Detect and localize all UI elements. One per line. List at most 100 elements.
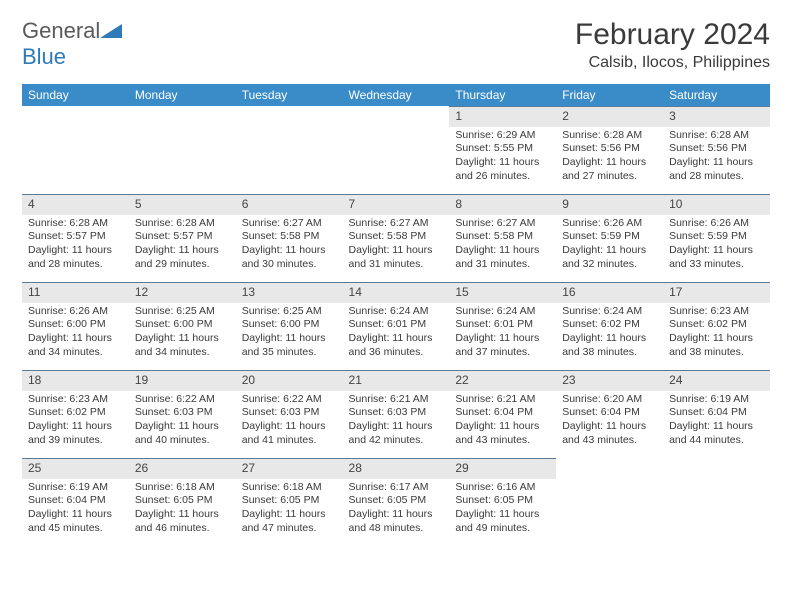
calendar-day-cell: 5Sunrise: 6:28 AMSunset: 5:57 PMDaylight… [129,194,236,282]
detail-line: Sunset: 6:02 PM [28,406,123,420]
detail-line: and 49 minutes. [455,522,550,536]
calendar-day-cell: 20Sunrise: 6:22 AMSunset: 6:03 PMDayligh… [236,370,343,458]
detail-line: Sunrise: 6:26 AM [28,305,123,319]
detail-line: Sunset: 6:05 PM [242,494,337,508]
day-number: 28 [343,458,450,479]
day-details: Sunrise: 6:23 AMSunset: 6:02 PMDaylight:… [22,391,129,452]
calendar-day-cell: 21Sunrise: 6:21 AMSunset: 6:03 PMDayligh… [343,370,450,458]
calendar-day-cell: 4Sunrise: 6:28 AMSunset: 5:57 PMDaylight… [22,194,129,282]
detail-line: Sunset: 5:57 PM [28,230,123,244]
detail-line: Daylight: 11 hours [562,420,657,434]
day-number: 19 [129,370,236,391]
detail-line: Daylight: 11 hours [28,508,123,522]
detail-line: Sunset: 5:58 PM [242,230,337,244]
brand-name-b: Blue [22,44,66,69]
detail-line: Sunset: 6:05 PM [349,494,444,508]
header: GeneralBlue February 2024 Calsib, Ilocos… [22,18,770,72]
calendar-day-cell: 26Sunrise: 6:18 AMSunset: 6:05 PMDayligh… [129,458,236,546]
empty-day [22,106,129,126]
detail-line: Daylight: 11 hours [242,420,337,434]
detail-line: Sunset: 6:03 PM [349,406,444,420]
detail-line: and 44 minutes. [669,434,764,448]
day-number: 2 [556,106,663,127]
detail-line: Sunrise: 6:28 AM [669,129,764,143]
day-details: Sunrise: 6:26 AMSunset: 6:00 PMDaylight:… [22,303,129,364]
calendar-day-cell: 9Sunrise: 6:26 AMSunset: 5:59 PMDaylight… [556,194,663,282]
detail-line: Sunrise: 6:25 AM [242,305,337,319]
calendar-table: SundayMondayTuesdayWednesdayThursdayFrid… [22,84,770,546]
detail-line: Daylight: 11 hours [135,420,230,434]
detail-line: Sunrise: 6:20 AM [562,393,657,407]
detail-line: Daylight: 11 hours [669,244,764,258]
detail-line: Daylight: 11 hours [242,332,337,346]
detail-line: Sunrise: 6:29 AM [455,129,550,143]
day-number: 12 [129,282,236,303]
detail-line: and 35 minutes. [242,346,337,360]
detail-line: and 41 minutes. [242,434,337,448]
detail-line: Sunrise: 6:22 AM [135,393,230,407]
day-details: Sunrise: 6:28 AMSunset: 5:56 PMDaylight:… [663,127,770,188]
calendar-week-row: 4Sunrise: 6:28 AMSunset: 5:57 PMDaylight… [22,194,770,282]
detail-line: Daylight: 11 hours [242,508,337,522]
day-number: 29 [449,458,556,479]
day-details: Sunrise: 6:28 AMSunset: 5:56 PMDaylight:… [556,127,663,188]
detail-line: Sunrise: 6:23 AM [669,305,764,319]
detail-line: Daylight: 11 hours [455,420,550,434]
detail-line: Daylight: 11 hours [349,244,444,258]
day-number: 27 [236,458,343,479]
detail-line: Sunrise: 6:26 AM [562,217,657,231]
detail-line: Daylight: 11 hours [135,244,230,258]
calendar-day-cell: 8Sunrise: 6:27 AMSunset: 5:58 PMDaylight… [449,194,556,282]
day-number: 24 [663,370,770,391]
detail-line: Sunset: 6:00 PM [135,318,230,332]
calendar-day-cell: 18Sunrise: 6:23 AMSunset: 6:02 PMDayligh… [22,370,129,458]
day-number: 7 [343,194,450,215]
detail-line: and 33 minutes. [669,258,764,272]
day-details: Sunrise: 6:26 AMSunset: 5:59 PMDaylight:… [663,215,770,276]
detail-line: Sunset: 6:00 PM [28,318,123,332]
weekday-header: Thursday [449,84,556,106]
detail-line: Sunset: 5:55 PM [455,142,550,156]
day-number: 8 [449,194,556,215]
weekday-header: Monday [129,84,236,106]
day-number: 3 [663,106,770,127]
calendar-day-cell: 1Sunrise: 6:29 AMSunset: 5:55 PMDaylight… [449,106,556,194]
detail-line: Sunrise: 6:19 AM [669,393,764,407]
detail-line: and 45 minutes. [28,522,123,536]
detail-line: Daylight: 11 hours [242,244,337,258]
day-number: 18 [22,370,129,391]
day-details: Sunrise: 6:18 AMSunset: 6:05 PMDaylight:… [236,479,343,540]
detail-line: Daylight: 11 hours [135,332,230,346]
calendar-day-cell: 7Sunrise: 6:27 AMSunset: 5:58 PMDaylight… [343,194,450,282]
detail-line: and 30 minutes. [242,258,337,272]
detail-line: Sunrise: 6:24 AM [455,305,550,319]
month-title: February 2024 [575,18,770,52]
detail-line: Sunrise: 6:21 AM [455,393,550,407]
detail-line: and 29 minutes. [135,258,230,272]
day-number: 16 [556,282,663,303]
day-details: Sunrise: 6:25 AMSunset: 6:00 PMDaylight:… [129,303,236,364]
detail-line: Daylight: 11 hours [349,332,444,346]
calendar-day-cell: 25Sunrise: 6:19 AMSunset: 6:04 PMDayligh… [22,458,129,546]
day-number: 4 [22,194,129,215]
day-number: 10 [663,194,770,215]
detail-line: and 48 minutes. [349,522,444,536]
day-details: Sunrise: 6:26 AMSunset: 5:59 PMDaylight:… [556,215,663,276]
detail-line: Sunrise: 6:24 AM [349,305,444,319]
calendar-day-cell [236,106,343,194]
day-details: Sunrise: 6:29 AMSunset: 5:55 PMDaylight:… [449,127,556,188]
detail-line: Sunrise: 6:24 AM [562,305,657,319]
detail-line: Sunrise: 6:28 AM [562,129,657,143]
detail-line: Daylight: 11 hours [28,420,123,434]
detail-line: Sunset: 6:03 PM [242,406,337,420]
day-details: Sunrise: 6:21 AMSunset: 6:03 PMDaylight:… [343,391,450,452]
day-number: 22 [449,370,556,391]
calendar-day-cell: 28Sunrise: 6:17 AMSunset: 6:05 PMDayligh… [343,458,450,546]
day-number: 25 [22,458,129,479]
weekday-header: Tuesday [236,84,343,106]
detail-line: and 38 minutes. [669,346,764,360]
detail-line: Daylight: 11 hours [669,156,764,170]
detail-line: Sunset: 6:01 PM [455,318,550,332]
day-number: 20 [236,370,343,391]
day-details: Sunrise: 6:21 AMSunset: 6:04 PMDaylight:… [449,391,556,452]
